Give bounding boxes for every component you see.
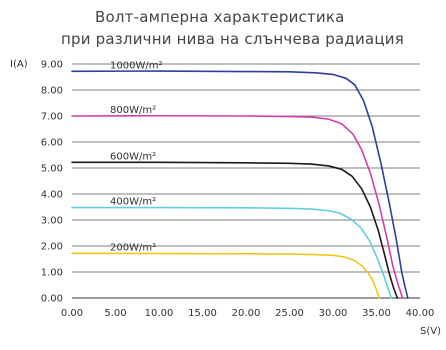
series-line <box>71 161 399 299</box>
series-label: 400W/m² <box>110 197 156 208</box>
y-tick-label: 7.00 <box>41 112 63 123</box>
x-axis-label: S(V) <box>420 326 441 337</box>
x-axis-ticks: 0.00 5.00 10.00 15.00 20.00 25.00 30.00 35.00 40… <box>61 308 434 319</box>
x-tick-label: 40.00 <box>406 308 435 319</box>
series-line <box>71 206 393 299</box>
y-axis-label: I(A) <box>10 59 28 70</box>
y-tick-label: 4.00 <box>41 190 63 201</box>
y-tick-label: 2.00 <box>41 242 63 253</box>
y-tick-label: 9.00 <box>41 60 63 71</box>
y-tick-label: 1.00 <box>41 268 63 279</box>
series-labels: 1000W/m² 800W/m² 600W/m² 400W/m² 200W/m² <box>110 60 162 253</box>
y-tick-label: 5.00 <box>41 164 63 175</box>
x-tick-label: 15.00 <box>188 308 217 319</box>
x-tick-label: 30.00 <box>319 308 348 319</box>
x-tick-label: 35.00 <box>362 308 391 319</box>
chart-title-line-1: Волт-амперна характеристика <box>95 8 345 26</box>
y-axis-ticks: 0.00 1.00 2.00 3.00 4.00 5.00 6.00 7.00 8.00 9.00 <box>41 60 63 305</box>
x-tick-label: 25.00 <box>275 308 304 319</box>
series-line <box>71 114 404 299</box>
series-label: 200W/m² <box>110 242 156 253</box>
x-tick-label: 10.00 <box>145 308 174 319</box>
y-tick-label: 8.00 <box>41 86 63 97</box>
chart-title-line-2: при различни нива на слънчева радиация <box>61 30 404 48</box>
x-tick-label: 20.00 <box>232 308 261 319</box>
series-line <box>71 70 409 299</box>
x-tick-label: 5.00 <box>104 308 126 319</box>
series-label: 800W/m² <box>110 105 156 116</box>
y-tick-label: 3.00 <box>41 216 63 227</box>
series-lines <box>71 70 409 299</box>
series-label: 600W/m² <box>110 151 156 162</box>
series-label: 1000W/m² <box>110 60 162 71</box>
y-tick-label: 6.00 <box>41 138 63 149</box>
series-line <box>71 252 380 299</box>
grid-lines <box>72 63 420 299</box>
x-tick-label: 0.00 <box>61 308 83 319</box>
y-tick-label: 0.00 <box>41 294 63 305</box>
